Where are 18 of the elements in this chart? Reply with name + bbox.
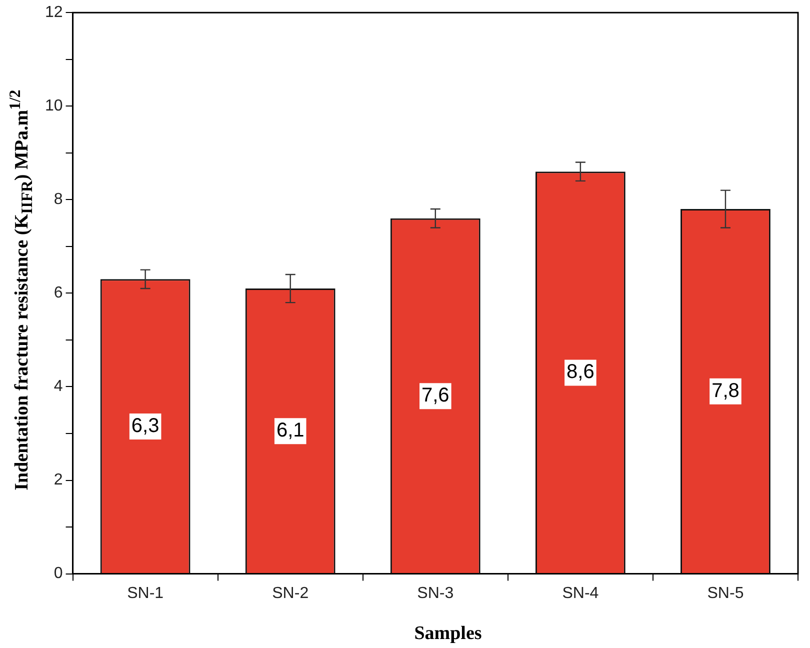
data-label: 7,6: [421, 384, 450, 407]
x-axis-title: Samples: [414, 623, 482, 645]
x-tick-label: SN-5: [707, 584, 744, 602]
x-tick-label: SN-2: [272, 584, 309, 602]
x-tick-label: SN-1: [127, 584, 164, 602]
x-tick-label: SN-4: [562, 584, 599, 602]
y-tick-label: 4: [54, 378, 63, 396]
y-tick-label: 0: [54, 565, 63, 582]
y-tick-label: 6: [54, 284, 63, 302]
y-tick-label: 8: [54, 191, 63, 208]
y-tick-label: 10: [45, 98, 63, 115]
y-tick-label: 12: [45, 4, 63, 22]
y-tick-label: 2: [54, 472, 63, 489]
data-label: 6,1: [276, 420, 304, 442]
data-label: 8,6: [566, 361, 594, 384]
x-tick-label: SN-3: [417, 584, 454, 602]
data-label: 6,3: [131, 415, 160, 437]
data-label: 7,8: [712, 380, 740, 402]
